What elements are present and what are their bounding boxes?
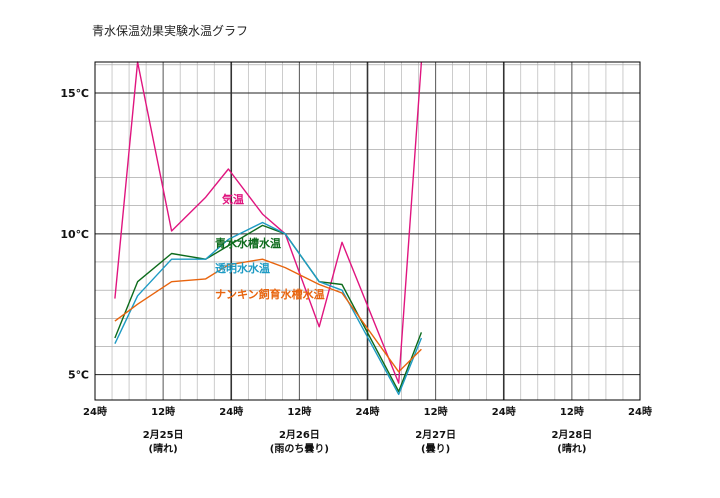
- x-tick-label: 24時: [628, 405, 652, 418]
- date-label: 2月25日: [143, 429, 184, 441]
- series-lines: [114, 61, 423, 396]
- x-tick-label: 12時: [424, 405, 448, 418]
- series-label: 透明水水温: [215, 261, 270, 275]
- series-line: [114, 221, 423, 396]
- weather-label: (雨のち曇り): [270, 442, 329, 455]
- x-tick-label: 24時: [492, 405, 516, 418]
- major-gridlines: [95, 62, 640, 400]
- date-label: 2月27日: [415, 429, 456, 441]
- weather-label: (晴れ): [557, 442, 586, 455]
- x-tick-label: 24時: [356, 405, 380, 418]
- y-tick-label: 10℃: [60, 228, 89, 241]
- x-tick-label: 24時: [219, 405, 243, 418]
- x-tick-label: 24時: [83, 405, 107, 418]
- plot-frame: [94, 61, 641, 401]
- x-tick-label: 12時: [560, 405, 584, 418]
- weather-label: (曇り): [421, 442, 450, 455]
- date-label: 2月28日: [551, 429, 592, 441]
- series-line: [114, 258, 422, 373]
- date-label: 2月26日: [279, 429, 320, 441]
- series-line: [114, 224, 423, 393]
- y-tick-label: 5℃: [68, 369, 89, 382]
- chart-title: 青水保温効果実験水温グラフ: [92, 24, 249, 38]
- series-label: 気温: [222, 192, 244, 206]
- y-tick-label: 15℃: [60, 87, 89, 100]
- weather-label: (晴れ): [149, 442, 178, 455]
- series-label: 青水水槽水温: [215, 236, 281, 250]
- series-line: [114, 61, 423, 384]
- series-label: ナンキン飼育水槽水温: [215, 287, 325, 301]
- axis-labels: 24時 12時 24時 12時 24時 12時 24時 12時 24時2月25日(晴れ)2月26…: [60, 87, 652, 455]
- x-tick-label: 12時: [151, 405, 175, 418]
- x-tick-label: 12時: [287, 405, 311, 418]
